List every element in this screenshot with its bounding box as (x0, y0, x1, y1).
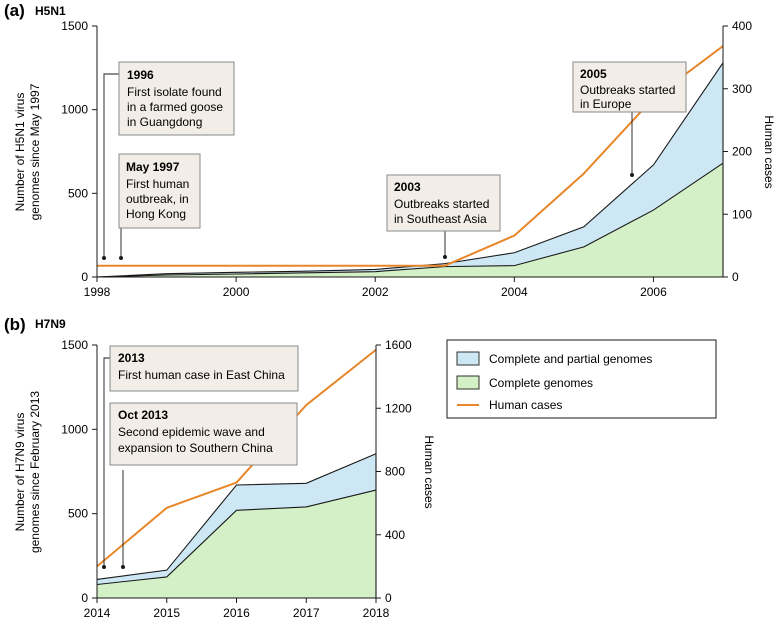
annotation-1996-box (118, 61, 235, 136)
y-tick-label: 1500 (61, 338, 88, 352)
panel-b-ylabel-line1: Number of H7N9 virus (13, 413, 27, 532)
annotation-oct-2013-year: Oct 2013 (118, 408, 168, 422)
panel-a-ylabel-right: Human cases (762, 115, 776, 188)
panel-b-label: (b) (4, 315, 26, 334)
annotation-oct-2013-box (109, 402, 298, 466)
x-tick-label: 2014 (84, 606, 111, 619)
y-right-tick-label: 400 (385, 528, 405, 542)
y-tick-label: 500 (68, 186, 88, 200)
panel-a-ylabel-line1: Number of H5N1 virus (13, 93, 27, 212)
panel-a-title: H5N1 (35, 4, 66, 18)
x-tick-label: 2015 (153, 606, 180, 619)
annotation-may-1997-line3: Hong Kong (126, 207, 186, 221)
panel-b-annotation-pointers (102, 357, 125, 569)
annotation-may-1997-line1: First human (126, 177, 189, 191)
annotation-2013-year: 2013 (118, 351, 145, 365)
panel-b-h7n9: (b) H7N9 2014 2015 2016 2017 201805001000150… (4, 315, 717, 619)
annot-2013-marker (102, 565, 106, 569)
line-complete-genomes (96, 162, 724, 278)
annotation-2003-year: 2003 (394, 180, 421, 194)
annotation-may-1997: May 1997 First human outbreak, in Hong K… (118, 153, 201, 229)
panel-b-ylabel-line2: genomes since February 2013 (28, 391, 42, 553)
legend-box (446, 339, 717, 419)
annotation-2003-line1: Outbreaks started (394, 197, 489, 211)
panel-b-areas (96, 453, 377, 598)
annotation-2003-line2: in Southeast Asia (394, 212, 487, 226)
annotation-1996-line3: in Guangdong (127, 115, 202, 129)
x-tick-label: 2016 (223, 606, 250, 619)
legend-label-partial: Complete and partial genomes (489, 352, 652, 366)
area-complete-and-partial-genomes (97, 453, 376, 585)
line-complete-genomes (96, 489, 377, 586)
y-right-tick-label: 300 (732, 82, 752, 96)
annotation-1996: 1996 First isolate found in a farmed goo… (118, 61, 235, 136)
y-right-tick-label: 400 (732, 19, 752, 33)
area-complete-genomes (97, 490, 376, 598)
x-tick-label: 2002 (362, 285, 389, 299)
annotation-oct-2013-line2: expansion to Southern China (118, 441, 273, 455)
line-complete-and-partial-genomes (96, 453, 377, 580)
y-right-tick-label: 1600 (385, 338, 412, 352)
y-right-tick-label: 100 (732, 207, 752, 221)
annotation-1996-line2: in a farmed goose (127, 100, 223, 114)
x-tick-label: 1998 (84, 285, 111, 299)
annotation-2005: 2005 Outbreaks started in Europe (572, 61, 687, 113)
annot-2005-marker (630, 173, 634, 177)
annot-2013-pointer (103, 357, 110, 567)
annotation-2013: 2013 First human case in East China (109, 345, 299, 392)
annot-oct2013-marker (121, 565, 125, 569)
y-right-tick-label: 800 (385, 465, 405, 479)
panel-b-ylabel-right: Human cases (422, 435, 436, 508)
annotation-may-1997-box (118, 153, 201, 229)
annot-1996-pointer (103, 73, 119, 258)
area-complete-genomes (97, 163, 723, 277)
x-tick-label: 2004 (501, 285, 528, 299)
panel-a-ticks: 1998 2000 2002 2004 200605001000150001002003… (61, 19, 752, 299)
y-right-tick-label: 0 (385, 591, 392, 605)
legend-swatch-partial (456, 351, 480, 366)
annot-may1997-marker (119, 256, 123, 260)
annotation-oct-2013: Oct 2013 Second epidemic wave and expans… (109, 402, 298, 466)
y-right-tick-label: 1200 (385, 401, 412, 415)
y-tick-label: 1000 (61, 422, 88, 436)
panel-a-h5n1: (a) H5N1 1998 2000 2002 2004 200605001000150… (4, 1, 776, 299)
x-tick-label: 2018 (363, 606, 390, 619)
legend-swatch-complete (456, 375, 480, 390)
annotation-2013-box (109, 345, 299, 392)
panel-a-ylabel-line2: genomes since May 1997 (28, 83, 42, 220)
legend: Complete and partial genomes Complete ge… (446, 339, 717, 419)
y-tick-label: 0 (81, 591, 88, 605)
panel-a-label: (a) (4, 1, 25, 20)
annot-2003-marker (443, 255, 447, 259)
x-tick-label: 2006 (640, 285, 667, 299)
annotation-2013-line1: First human case in East China (118, 368, 285, 382)
y-right-tick-label: 0 (732, 270, 739, 284)
annotation-2003-box (386, 174, 501, 232)
annotation-may-1997-line2: outbreak, in (126, 192, 189, 206)
legend-label-human: Human cases (489, 398, 562, 412)
annotation-1996-line1: First isolate found (127, 85, 222, 99)
annotation-2005-line2: in Europe (580, 97, 632, 111)
y-tick-label: 1500 (61, 19, 88, 33)
annotation-1996-year: 1996 (127, 68, 154, 82)
y-tick-label: 0 (81, 270, 88, 284)
annotation-2005-line1: Outbreaks started (580, 83, 675, 97)
y-tick-label: 500 (68, 507, 88, 521)
legend-label-complete: Complete genomes (489, 376, 593, 390)
annotation-2005-box (572, 61, 687, 113)
annotation-2003: 2003 Outbreaks started in Southeast Asia (386, 174, 501, 232)
panel-b-human-cases-layer (96, 348, 377, 568)
annotation-oct-2013-line1: Second epidemic wave and (118, 425, 265, 439)
x-tick-label: 2017 (293, 606, 320, 619)
y-right-tick-label: 200 (732, 145, 752, 159)
panel-b-ticks: 2014 2015 2016 2017 201805001000150004008001… (61, 338, 412, 619)
x-tick-label: 2000 (223, 285, 250, 299)
annotation-may-1997-year: May 1997 (126, 160, 180, 174)
annot-1996-marker (102, 256, 106, 260)
annotation-2005-year: 2005 (580, 67, 607, 81)
panel-b-title: H7N9 (35, 317, 66, 331)
y-tick-label: 1000 (61, 103, 88, 117)
line-human-cases (96, 348, 377, 568)
